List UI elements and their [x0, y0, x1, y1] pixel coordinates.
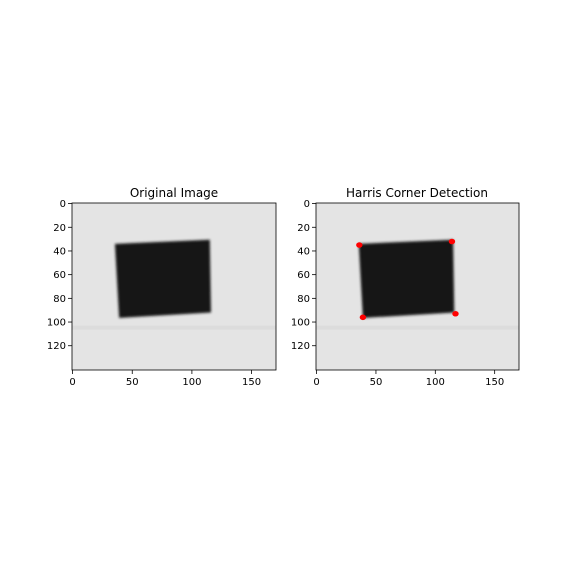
x-axis-ticks: 0 50 100 150: [69, 370, 261, 388]
y-axis-ticks: 0 20 40 60 80 100 120: [47, 199, 72, 352]
x-tick-label: 0: [313, 377, 319, 388]
x-tick-label: 100: [426, 377, 445, 388]
y-tick-label: 80: [53, 294, 66, 305]
x-tick-label: 150: [242, 377, 261, 388]
corner-point: [452, 310, 459, 317]
x-tick-label: 50: [370, 377, 383, 388]
x-tick-label: 100: [182, 377, 201, 388]
y-tick-label: 60: [297, 270, 310, 281]
x-tick-label: 150: [485, 377, 504, 388]
y-tick-label: 0: [304, 199, 310, 210]
y-tick-label: 0: [60, 199, 66, 210]
image-smudge: [316, 325, 519, 330]
panel-original-image: Original Image 0 50 100 150 0 20 40 60 80 100 120: [47, 186, 277, 388]
panel-title: Harris Corner Detection: [346, 186, 488, 200]
y-tick-label: 40: [53, 246, 66, 257]
y-tick-label: 20: [53, 223, 66, 234]
corner-markers: [356, 238, 459, 321]
panel-harris-corner-detection: Harris Corner Detection 0 50 100 150 0 20 40 6…: [291, 186, 520, 388]
corner-point: [359, 314, 367, 321]
axes-frame: [71, 202, 277, 371]
panel-title: Original Image: [130, 186, 218, 200]
y-tick-label: 100: [47, 318, 66, 329]
y-tick-label: 80: [297, 294, 310, 305]
corner-point: [448, 238, 456, 245]
y-tick-label: 100: [291, 318, 310, 329]
x-axis-ticks: 0 50 100 150: [313, 370, 504, 388]
y-tick-label: 40: [297, 246, 310, 257]
y-axis-ticks: 0 20 40 60 80 100 120: [291, 199, 316, 352]
x-tick-label: 50: [126, 377, 139, 388]
y-tick-label: 120: [291, 341, 310, 352]
dark-square: [358, 239, 455, 318]
x-tick-label: 0: [69, 377, 75, 388]
dark-square: [114, 239, 211, 318]
y-tick-label: 60: [53, 270, 66, 281]
axes-frame: [315, 202, 520, 371]
image-smudge: [72, 325, 276, 330]
y-tick-label: 20: [297, 223, 310, 234]
y-tick-label: 120: [47, 341, 66, 352]
corner-point: [356, 242, 363, 248]
